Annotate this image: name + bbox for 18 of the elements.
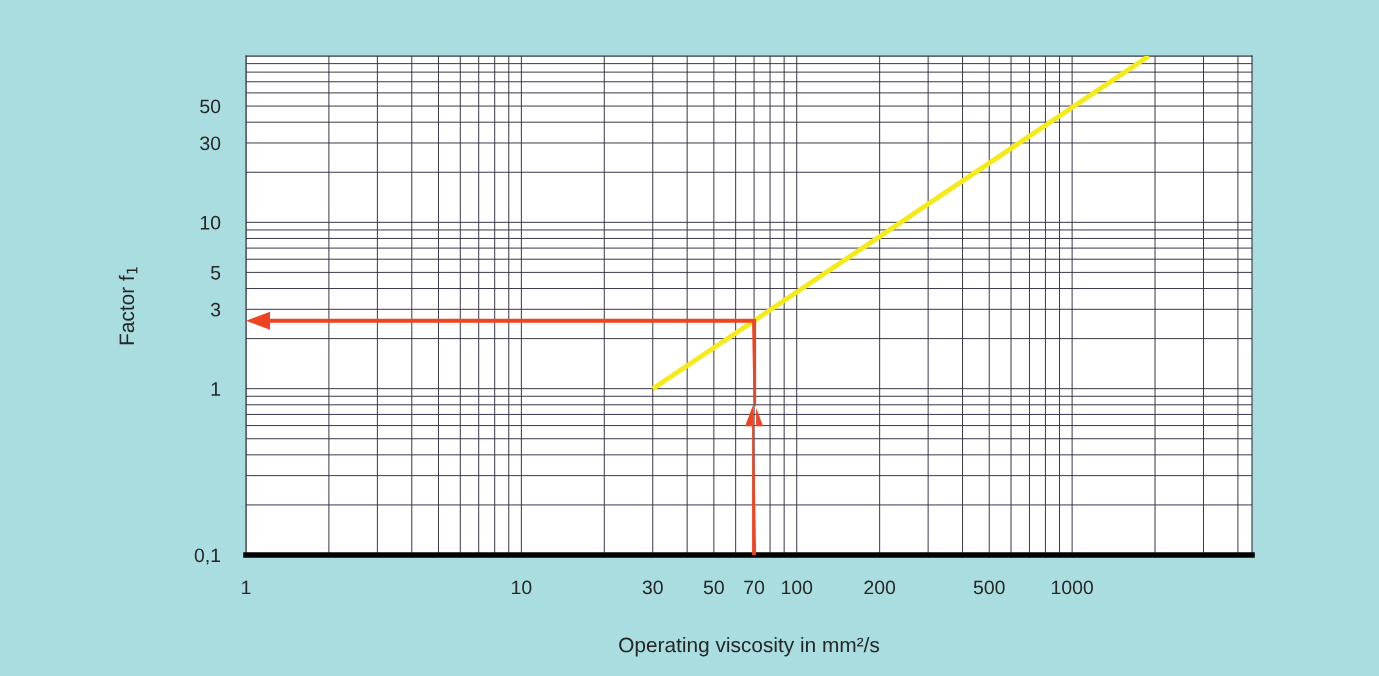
x-tick-label: 10 — [512, 580, 532, 595]
x-tick-label: 1000 — [1051, 580, 1093, 595]
y-tick-label: 1 — [211, 382, 221, 396]
y-tick-label: 0,1 — [194, 548, 221, 565]
x-tick-label: 200 — [864, 580, 896, 595]
y-tick-label: 30 — [200, 136, 221, 151]
x-tick-label: 500 — [973, 580, 1005, 595]
x-tick-label: 70 — [744, 580, 765, 595]
x-tick-label: 100 — [782, 580, 813, 595]
x-tick-label: 1 — [242, 580, 251, 595]
x-axis-title: Operating viscosity in mm²/s — [619, 637, 880, 657]
x-tick-label: 30 — [642, 580, 663, 595]
y-tick-label: 3 — [210, 302, 221, 317]
y-tick-label: 50 — [200, 99, 221, 114]
y-tick-label: 10 — [200, 215, 221, 230]
y-axis-title: Factor f$_{1}$ — [118, 267, 138, 345]
y-tick-label: 5 — [210, 266, 221, 280]
x-tick-label: 50 — [703, 580, 724, 595]
